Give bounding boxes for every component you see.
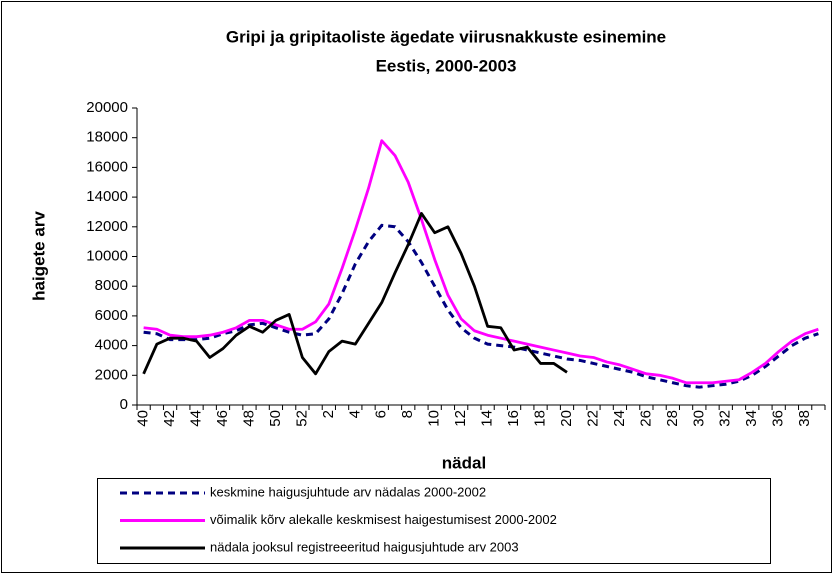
y-tick-label: 14000 [86,188,128,205]
x-tick-label: 8 [399,410,416,418]
series-line [143,139,819,385]
y-tick-label: 2000 [95,366,128,383]
x-tick-label: 52 [293,410,310,427]
y-axis-title: haigete arv [29,211,48,301]
legend-label: võimalik kõrv alekalle keskmisest haiges… [210,512,557,527]
x-tick-label: 6 [373,410,390,418]
x-tick-label: 28 [664,410,681,427]
series-line [142,212,568,376]
legend-label: keskmine haigusjuhtude arv nädalas 2000-… [210,484,486,499]
legend-label: nädala jooksul registreeeritud haigusjuh… [210,539,519,554]
y-tick-label: 12000 [86,218,128,235]
x-tick-label: 30 [690,410,707,427]
x-tick-label: 32 [717,410,734,427]
x-tick-label: 44 [188,410,205,427]
x-tick-label: 14 [479,410,496,427]
x-tick-label: 12 [452,410,469,427]
y-tick-label: 4000 [95,337,128,354]
x-tick-label: 10 [426,410,443,427]
x-tick-label: 40 [135,410,152,427]
x-tick-label: 50 [267,410,284,427]
x-tick-label: 22 [584,410,601,427]
x-tick-label: 26 [637,410,654,427]
y-tick-label: 0 [120,396,128,413]
x-tick-label: 36 [770,410,787,427]
x-tick-label: 46 [214,410,231,427]
x-tick-label: 18 [532,410,549,427]
y-tick-label: 10000 [86,247,128,264]
x-tick-label: 48 [240,410,257,427]
legend-box [97,478,771,564]
chart-title: Eestis, 2000-2003 [376,56,517,75]
y-tick-label: 6000 [95,307,128,324]
y-tick-label: 16000 [86,158,128,175]
chart-title: Gripi ja gripitaoliste ägedate viirusnak… [226,27,666,46]
y-tick-label: 20000 [86,99,128,116]
y-tick-label: 8000 [95,277,128,294]
x-tick-label: 2 [320,410,337,418]
x-tick-label: 24 [611,410,628,427]
y-tick-label: 18000 [86,129,128,146]
x-tick-label: 34 [743,410,760,427]
x-tick-label: 42 [161,410,178,427]
x-axis-title: nädal [442,453,486,472]
x-tick-label: 20 [558,410,575,427]
x-tick-label: 38 [796,410,813,427]
x-tick-label: 16 [505,410,522,427]
x-tick-label: 4 [346,410,363,418]
